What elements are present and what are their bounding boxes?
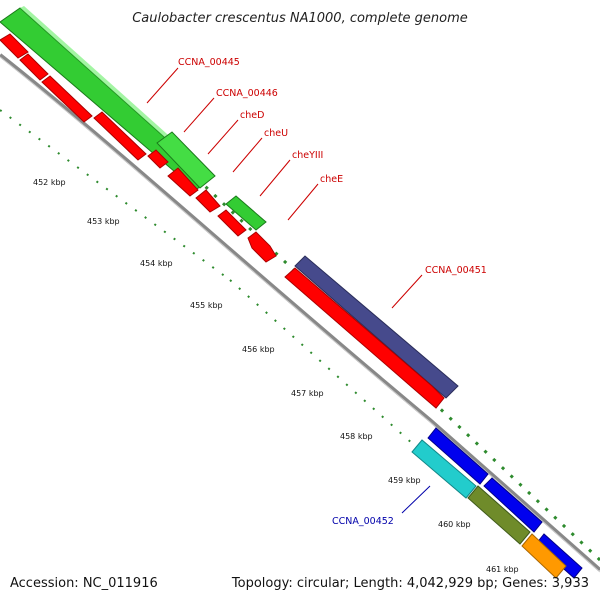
kbp-scale: 452 kbp 453 kbp 454 kbp 455 kbp 456 kbp … xyxy=(33,178,519,574)
gene-chee[interactable] xyxy=(217,209,277,263)
gene-blue-2[interactable] xyxy=(483,477,543,533)
gene-ccna-00451[interactable] xyxy=(294,255,459,399)
kbp-label: 458 kbp xyxy=(340,432,373,441)
gene-ccna-00452[interactable] xyxy=(411,439,477,499)
gene-label-cheyiii[interactable]: cheYIII xyxy=(292,150,323,161)
kbp-label: 454 kbp xyxy=(140,259,173,268)
accession-label: Accession: NC_011916 xyxy=(10,576,158,591)
gene-label-cheu[interactable]: cheU xyxy=(264,128,288,139)
kbp-label: 460 kbp xyxy=(438,520,471,529)
gene-labels: CCNA_00445 CCNA_00446 cheD cheU cheYIII … xyxy=(178,57,487,527)
kbp-label: 457 kbp xyxy=(291,389,324,398)
label-line-ccna-00452 xyxy=(401,485,431,514)
gene-label-ccna-00451[interactable]: CCNA_00451 xyxy=(425,265,487,276)
kbp-label: 461 kbp xyxy=(486,565,519,574)
gene-orange[interactable] xyxy=(521,533,567,579)
gene-cheu[interactable] xyxy=(195,189,221,213)
kbp-label: 452 kbp xyxy=(33,178,66,187)
kbp-label: 459 kbp xyxy=(388,476,421,485)
gene-label-ccna-00446[interactable]: CCNA_00446 xyxy=(216,88,278,99)
genome-backbone xyxy=(0,53,600,572)
gene-olive[interactable] xyxy=(467,485,531,545)
gene-cheyiii[interactable] xyxy=(225,195,267,231)
kbp-label: 455 kbp xyxy=(190,301,223,310)
map-title: Caulobacter crescentus NA1000, complete … xyxy=(132,11,468,26)
gene-blue-1[interactable] xyxy=(427,427,489,485)
kbp-label: 456 kbp xyxy=(242,345,275,354)
gene-label-ched[interactable]: cheD xyxy=(240,110,264,121)
gene-ched[interactable] xyxy=(167,167,199,197)
label-lines xyxy=(146,67,423,309)
gene-label-ccna-00445[interactable]: CCNA_00445 xyxy=(178,57,240,68)
gene-label-ccna-00452[interactable]: CCNA_00452 xyxy=(332,516,394,527)
kbp-label: 453 kbp xyxy=(87,217,120,226)
gene-red-1[interactable] xyxy=(0,33,169,169)
gene-label-chee[interactable]: cheE xyxy=(320,174,343,185)
genome-stats: Topology: circular; Length: 4,042,929 bp… xyxy=(231,576,589,591)
gene-red-long[interactable] xyxy=(284,267,445,409)
gene-ccna-00446[interactable] xyxy=(156,131,216,189)
